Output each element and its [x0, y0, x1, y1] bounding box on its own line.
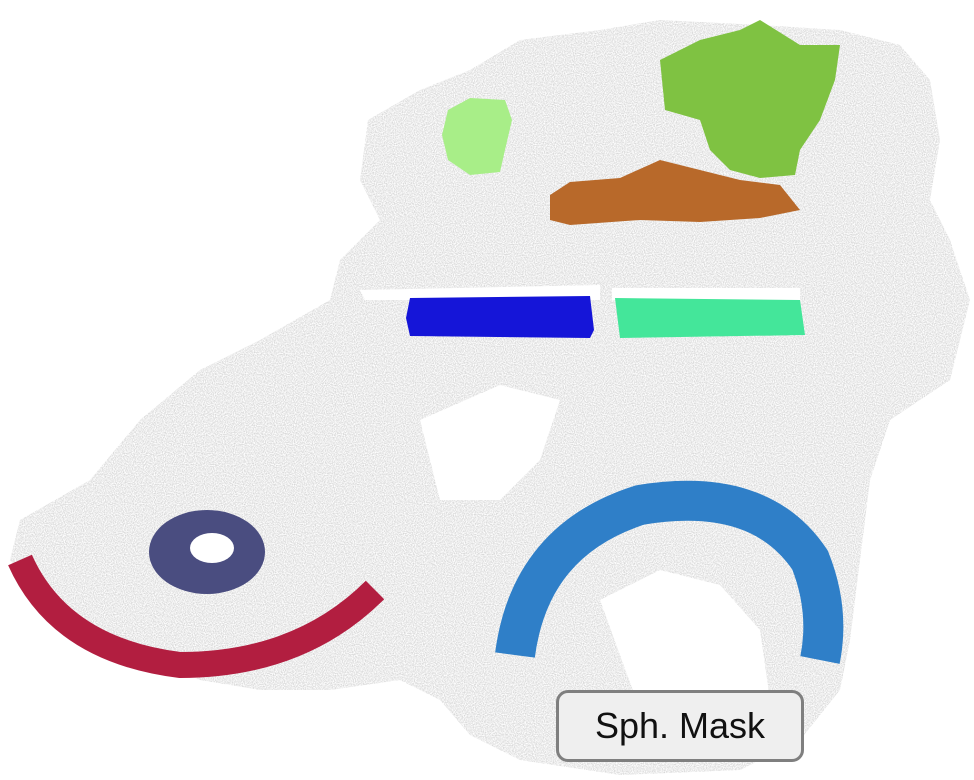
- label-text: Sph. Mask: [594, 705, 766, 746]
- mint-box-object: [615, 298, 805, 338]
- red-arc-object: [8, 554, 385, 679]
- label-box: Sph. Mask: [556, 690, 804, 762]
- brown-shelf-object: [550, 160, 800, 225]
- light-green-object: [442, 98, 512, 175]
- gray-floor-hole: [360, 285, 800, 720]
- blue-box-object: [406, 296, 594, 338]
- green-plant-object: [660, 20, 840, 178]
- dark-ring-object: [149, 510, 265, 594]
- light-blue-arc-object: [495, 480, 844, 664]
